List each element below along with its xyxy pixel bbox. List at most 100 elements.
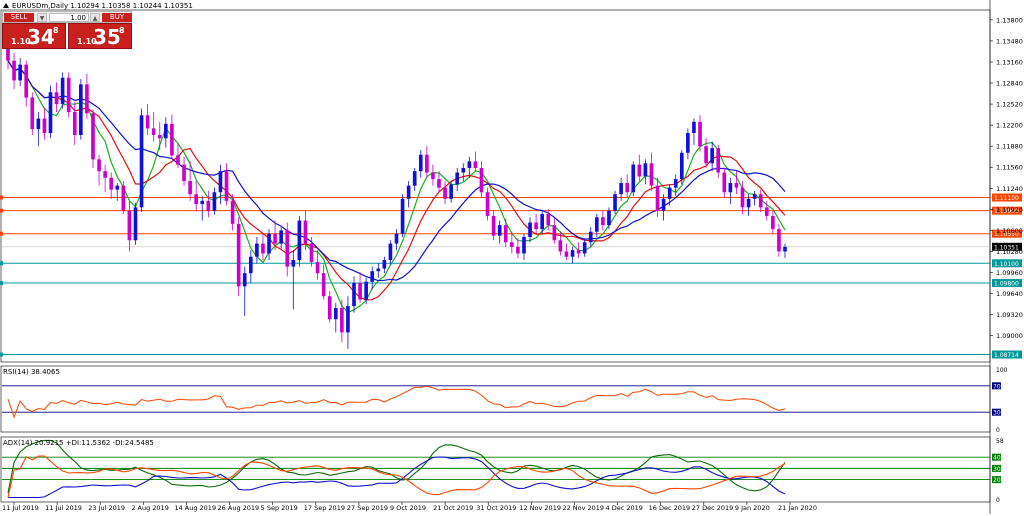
candle-body[interactable] xyxy=(340,308,344,333)
candle-body[interactable] xyxy=(649,163,654,186)
candle-body[interactable] xyxy=(443,187,447,199)
candle-body[interactable] xyxy=(327,296,332,320)
candle-body[interactable] xyxy=(558,240,563,252)
candle-body[interactable] xyxy=(431,172,435,180)
sell-button[interactable]: SELL xyxy=(4,13,34,22)
candle-body[interactable] xyxy=(18,64,22,81)
candle-body[interactable] xyxy=(734,183,739,188)
candle-body[interactable] xyxy=(321,273,326,297)
lot-decrease-icon[interactable]: ▼ xyxy=(37,13,47,22)
candle-body[interactable] xyxy=(200,200,205,205)
candle-body[interactable] xyxy=(66,77,71,112)
candle-body[interactable] xyxy=(771,215,775,230)
candle-body[interactable] xyxy=(449,184,453,199)
candle-body[interactable] xyxy=(145,115,150,129)
candle-body[interactable] xyxy=(746,198,751,208)
candle-body[interactable] xyxy=(242,273,247,287)
candle-body[interactable] xyxy=(576,250,581,254)
candle-body[interactable] xyxy=(704,146,708,164)
candle-body[interactable] xyxy=(376,268,381,272)
candle-body[interactable] xyxy=(382,260,387,269)
candle-body[interactable] xyxy=(655,185,660,211)
candle-body[interactable] xyxy=(303,220,308,244)
candle-body[interactable] xyxy=(473,161,478,168)
candle-body[interactable] xyxy=(267,233,271,254)
candle-body[interactable] xyxy=(637,164,642,177)
candle-body[interactable] xyxy=(261,243,265,254)
candle-body[interactable] xyxy=(30,97,35,130)
candle-body[interactable] xyxy=(370,271,375,282)
candle-body[interactable] xyxy=(279,230,283,244)
candle-body[interactable] xyxy=(315,261,320,274)
candle-body[interactable] xyxy=(291,260,296,267)
candle-body[interactable] xyxy=(273,233,277,244)
candle-body[interactable] xyxy=(6,42,10,61)
candle-body[interactable] xyxy=(764,207,769,216)
buy-price-button[interactable]: 1.10 35 8 xyxy=(68,23,132,49)
candle-body[interactable] xyxy=(692,121,696,134)
candle-body[interactable] xyxy=(42,118,47,134)
candle-body[interactable] xyxy=(479,167,484,193)
candle-body[interactable] xyxy=(224,171,229,201)
candle-body[interactable] xyxy=(12,60,16,81)
candle-body[interactable] xyxy=(661,198,666,211)
candle-body[interactable] xyxy=(467,161,472,168)
candle-body[interactable] xyxy=(248,256,253,274)
candle-body[interactable] xyxy=(570,250,575,257)
candle-body[interactable] xyxy=(255,243,259,257)
candle-body[interactable] xyxy=(777,229,781,252)
candle-body[interactable] xyxy=(625,183,629,193)
candle-body[interactable] xyxy=(412,171,417,186)
candle-body[interactable] xyxy=(418,154,423,172)
candle-body[interactable] xyxy=(716,148,721,173)
candle-body[interactable] xyxy=(352,283,356,307)
candle-body[interactable] xyxy=(388,243,393,261)
lot-increase-icon[interactable]: ▲ xyxy=(90,13,100,22)
candle-body[interactable] xyxy=(212,192,217,211)
candle-body[interactable] xyxy=(85,84,89,114)
candle-body[interactable] xyxy=(528,222,532,237)
candle-body[interactable] xyxy=(91,113,95,160)
candle-body[interactable] xyxy=(491,215,496,236)
candle-body[interactable] xyxy=(72,111,77,136)
candle-body[interactable] xyxy=(522,236,526,254)
candle-body[interactable] xyxy=(236,223,241,287)
candle-body[interactable] xyxy=(740,187,745,208)
candle-body[interactable] xyxy=(139,115,144,208)
candle-body[interactable] xyxy=(679,152,684,180)
candle-body[interactable] xyxy=(218,171,223,193)
candle-body[interactable] xyxy=(510,242,514,247)
candle-body[interactable] xyxy=(309,243,314,262)
candle-body[interactable] xyxy=(607,210,611,226)
candle-body[interactable] xyxy=(497,225,502,236)
candle-body[interactable] xyxy=(394,233,399,244)
candle-body[interactable] xyxy=(564,251,569,257)
candle-body[interactable] xyxy=(206,200,211,211)
candle-body[interactable] xyxy=(48,92,53,134)
candle-body[interactable] xyxy=(346,306,350,333)
candle-body[interactable] xyxy=(643,163,648,177)
candle-body[interactable] xyxy=(728,183,733,193)
candle-body[interactable] xyxy=(534,222,538,230)
candle-body[interactable] xyxy=(588,231,593,243)
candle-body[interactable] xyxy=(582,242,587,254)
candle-body[interactable] xyxy=(60,77,65,105)
candle-body[interactable] xyxy=(698,121,702,147)
candle-body[interactable] xyxy=(285,230,290,267)
candle-body[interactable] xyxy=(121,185,126,211)
candle-body[interactable] xyxy=(54,92,59,105)
candle-body[interactable] xyxy=(297,220,302,261)
candle-body[interactable] xyxy=(176,155,180,165)
candle-body[interactable] xyxy=(710,148,714,164)
candle-body[interactable] xyxy=(188,181,192,195)
candle-body[interactable] xyxy=(157,135,162,139)
candle-body[interactable] xyxy=(619,183,623,195)
candle-body[interactable] xyxy=(673,179,678,188)
candle-body[interactable] xyxy=(333,308,338,320)
candle-body[interactable] xyxy=(406,185,411,199)
candle-body[interactable] xyxy=(358,283,362,300)
candle-body[interactable] xyxy=(783,246,787,252)
candle-body[interactable] xyxy=(667,187,672,199)
candle-body[interactable] xyxy=(103,171,107,178)
candle-body[interactable] xyxy=(194,194,199,205)
